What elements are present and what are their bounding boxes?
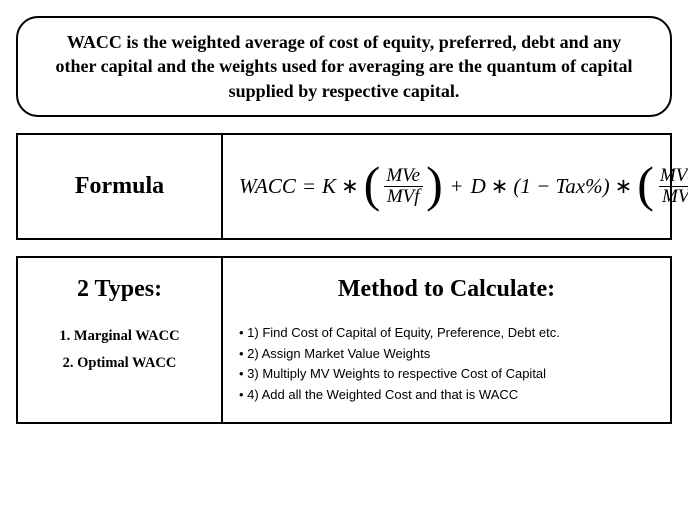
formula-frac-mve: MVe MVf [383,166,423,207]
method-step: 1) Find Cost of Capital of Equity, Prefe… [239,323,654,344]
formula-star2: ∗ [491,174,509,199]
wacc-definition-box: WACC is the weighted average of cost of … [16,16,672,117]
method-step: 2) Assign Market Value Weights [239,344,654,365]
bottom-row: 2 Types: 1. Marginal WACC 2. Optimal WAC… [16,256,672,424]
method-column: Method to Calculate: 1) Find Cost of Cap… [223,258,670,422]
method-step: 3) Multiply MV Weights to respective Cos… [239,364,654,385]
formula-d: D [471,174,486,199]
formula-taxterm: (1 − Tax%) [513,174,609,199]
formula-frac-mvd: MVd MVf [657,166,688,207]
formula-row: Formula WACC = K ∗ ( MVe MVf ) + D ∗ (1 … [16,133,672,240]
method-list: 1) Find Cost of Capital of Equity, Prefe… [239,323,654,406]
formula-mvf2: MVf [659,186,688,207]
types-item: 2. Optimal WACC [32,350,207,378]
types-column: 2 Types: 1. Marginal WACC 2. Optimal WAC… [18,258,223,422]
formula-star3: ∗ [615,174,633,199]
formula-plus: + [451,174,463,199]
method-title: Method to Calculate: [239,276,654,303]
wacc-definition-text: WACC is the weighted average of cost of … [55,32,632,101]
types-list: 1. Marginal WACC 2. Optimal WACC [32,323,207,378]
formula-mve: MVe [383,166,423,186]
formula-expression: WACC = K ∗ ( MVe MVf ) + D ∗ (1 − Tax%) … [223,156,688,217]
formula-mvd: MVd [657,166,688,186]
formula-k: K [322,174,336,199]
formula-eq: = [302,174,316,199]
formula-label: Formula [18,135,223,238]
types-item: 1. Marginal WACC [32,323,207,351]
formula-mvf1: MVf [384,186,423,207]
method-step: 4) Add all the Weighted Cost and that is… [239,385,654,406]
formula-lhs: WACC [239,174,296,199]
formula-star1: ∗ [341,174,359,199]
types-title: 2 Types: [32,276,207,303]
